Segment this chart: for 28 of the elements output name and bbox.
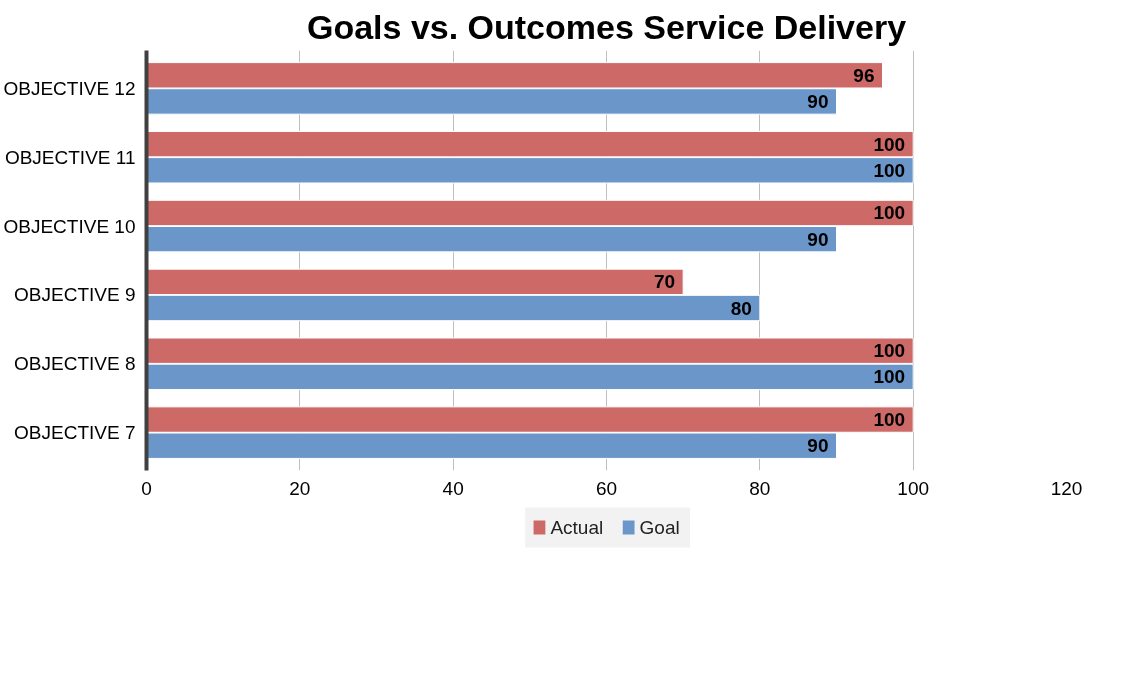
- y-tick-label: OBJECTIVE 8: [14, 353, 136, 375]
- x-tick-label: 20: [289, 477, 311, 499]
- y-tick-label: OBJECTIVE 7: [14, 422, 136, 444]
- data-label: 100: [873, 409, 906, 431]
- data-label: 90: [807, 90, 829, 112]
- data-label: 100: [873, 366, 906, 388]
- data-label: 100: [873, 159, 906, 181]
- x-tick-label: 100: [897, 477, 930, 499]
- data-label: 80: [730, 297, 752, 319]
- x-tick-label: 80: [749, 477, 771, 499]
- y-tick-label: OBJECTIVE 9: [14, 284, 136, 306]
- data-label: 100: [873, 133, 906, 155]
- y-tick-label: OBJECTIVE 12: [3, 77, 136, 99]
- data-label: 90: [807, 435, 829, 457]
- y-tick-label: OBJECTIVE 10: [3, 215, 136, 237]
- data-label: 90: [807, 228, 829, 250]
- data-label: 100: [873, 202, 906, 224]
- y-tick-label: OBJECTIVE 11: [4, 146, 136, 168]
- data-label: 70: [654, 271, 676, 293]
- x-tick-label: 40: [442, 477, 464, 499]
- x-tick-label: 0: [141, 477, 152, 499]
- x-tick-label: 120: [1050, 477, 1083, 499]
- data-label: 100: [873, 340, 906, 362]
- data-label: 96: [853, 64, 875, 86]
- legend-label: Actual: [550, 517, 604, 538]
- chart-title: Goals vs. Outcomes Service Delivery: [306, 7, 907, 46]
- legend-label: Goal: [639, 517, 680, 538]
- x-tick-label: 60: [595, 477, 618, 499]
